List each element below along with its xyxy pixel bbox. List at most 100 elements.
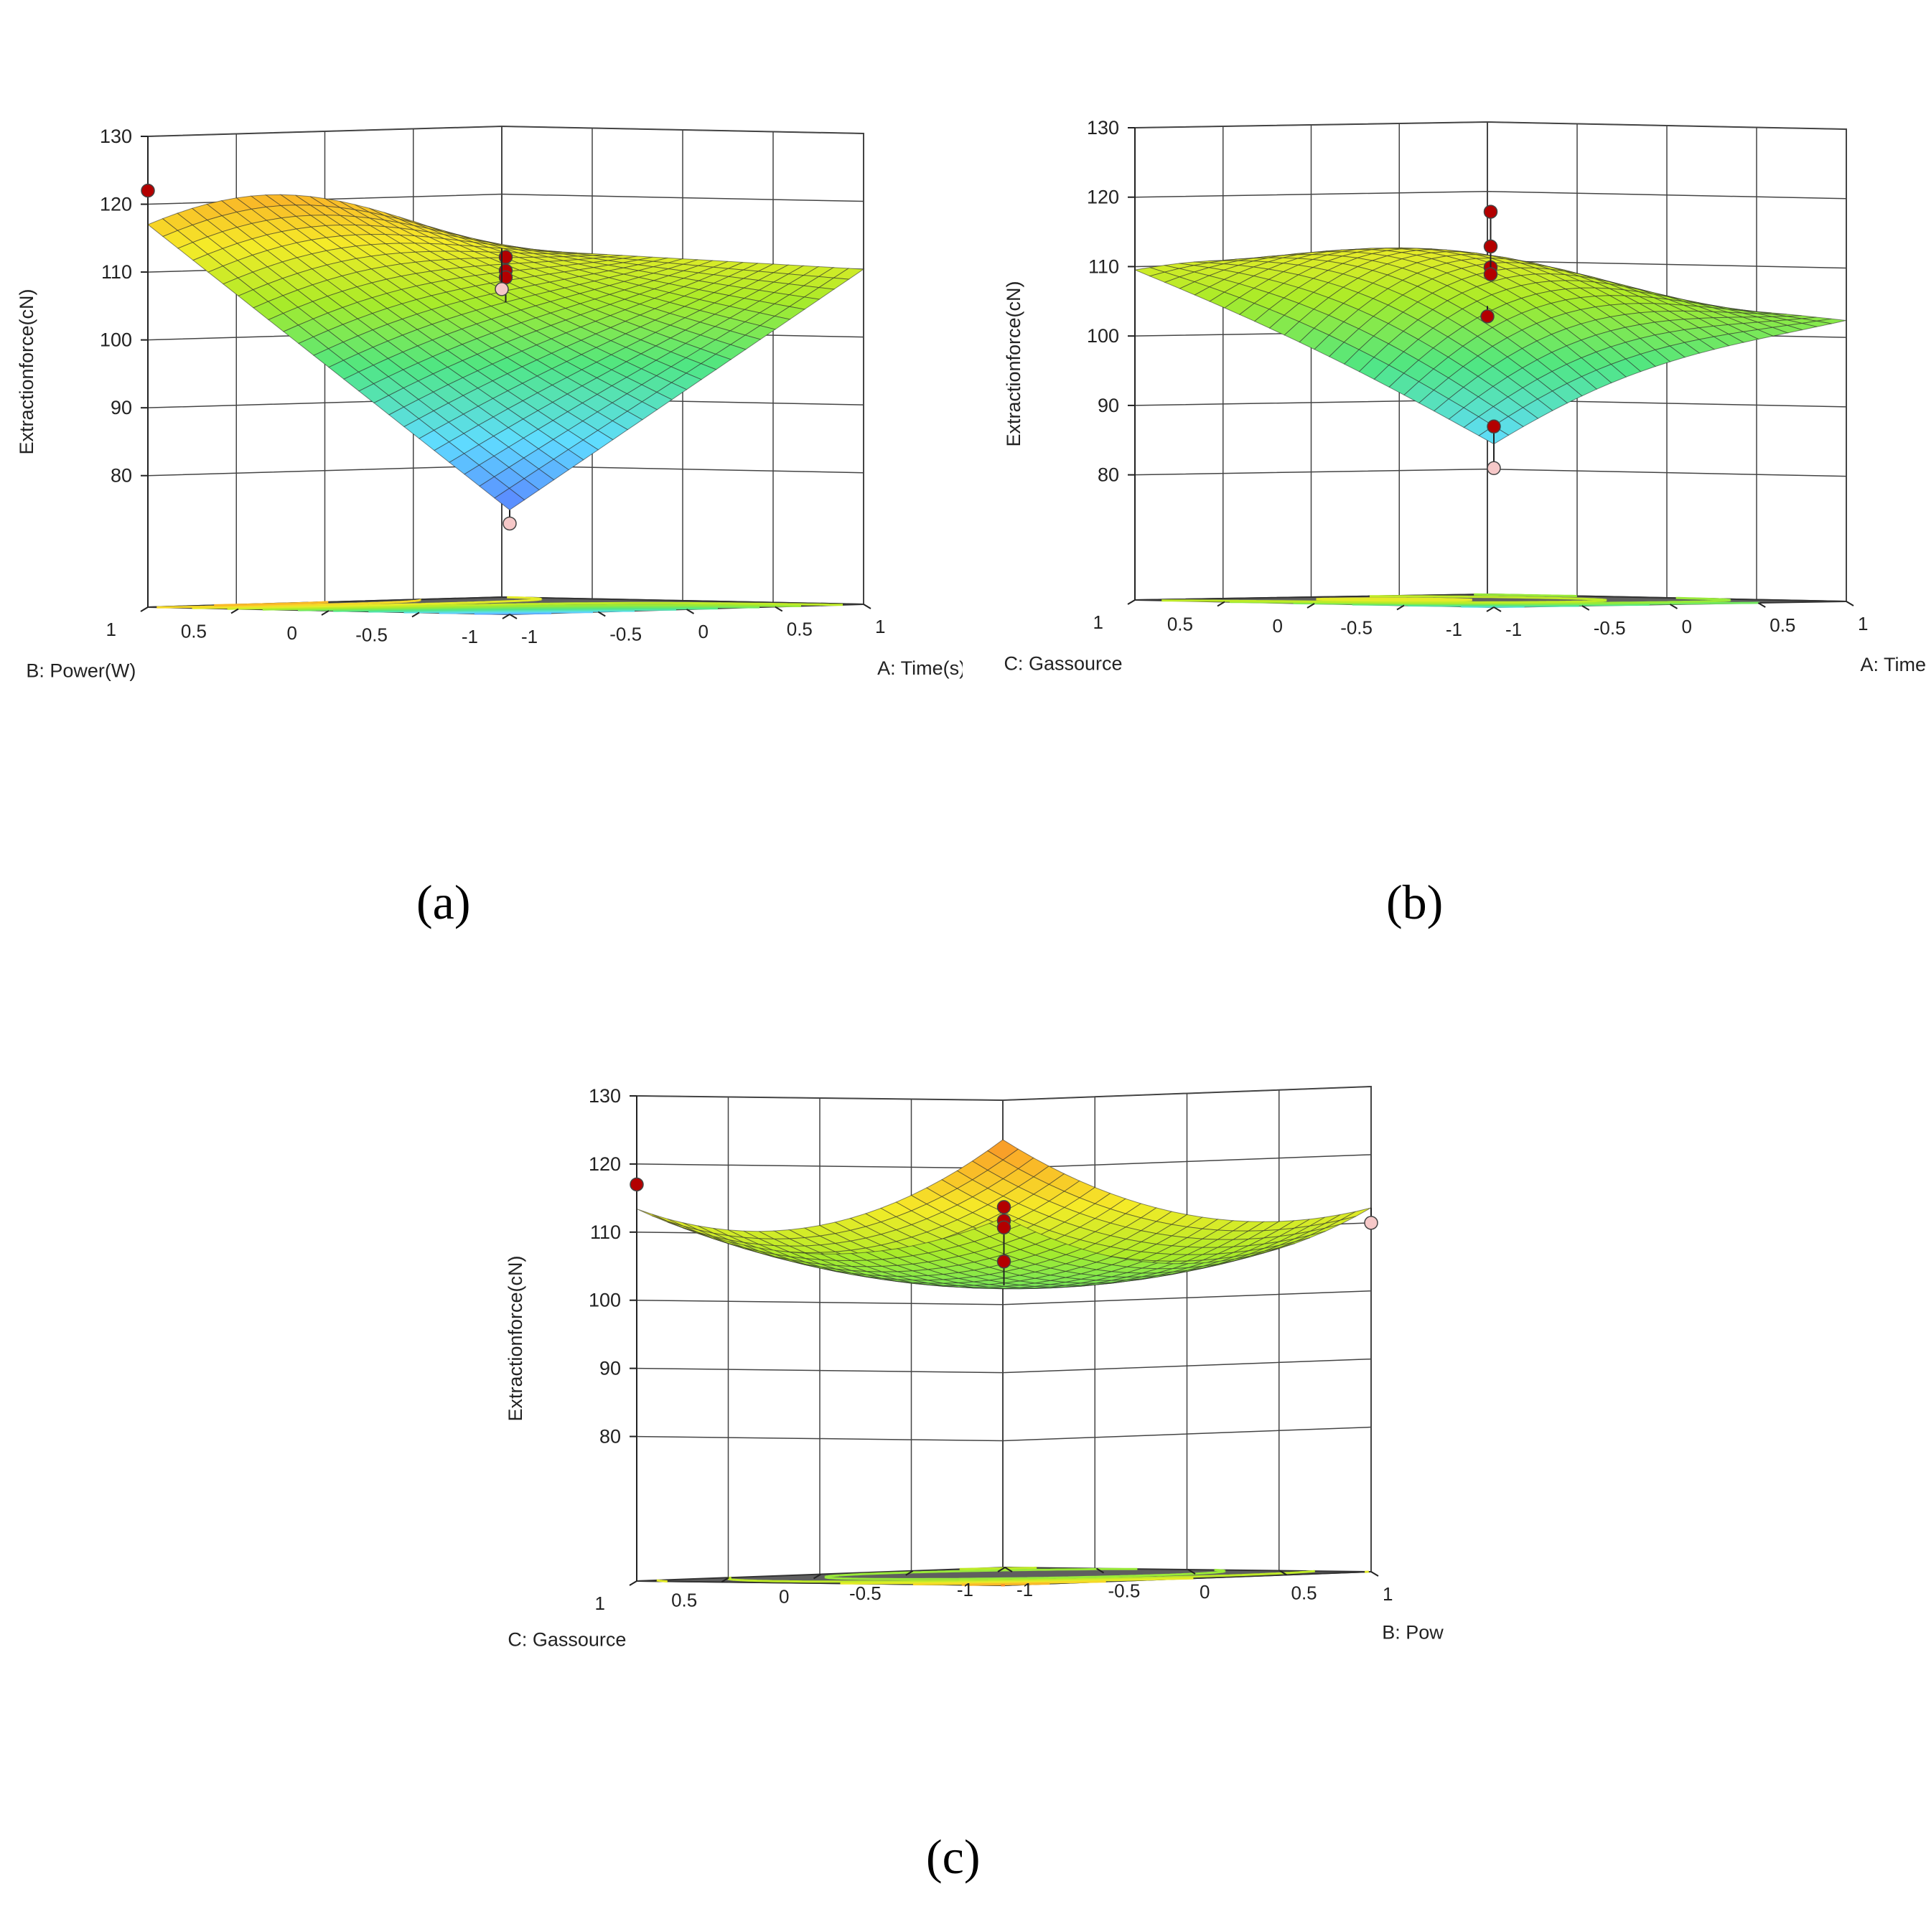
design-point <box>1480 309 1495 324</box>
contour-line <box>156 598 422 609</box>
x-tick <box>1669 604 1678 609</box>
z-axis-label: Extractionforce(cN) <box>505 1255 526 1421</box>
z-tick-label: 90 <box>1098 395 1119 416</box>
y-tick-label: 1 <box>106 619 116 640</box>
contour-line <box>961 1582 1050 1586</box>
contour-line <box>726 1567 1315 1583</box>
y-tick <box>905 1570 914 1576</box>
z-tick-label: 120 <box>1087 187 1119 208</box>
design-points <box>141 183 517 531</box>
y-tick <box>1396 604 1405 611</box>
design-point <box>996 1200 1011 1214</box>
x-tick-label: -1 <box>521 626 538 647</box>
y-tick-label: -1 <box>462 626 478 647</box>
design-point <box>1487 419 1501 434</box>
y-tick <box>411 611 420 618</box>
surface-plot-a-svg: -1 -0.5 0 0.5 1 -1 -0.5 0 0.5 1 A: Time(s) B: Power… <box>16 125 963 681</box>
y-tick <box>321 610 329 616</box>
x-tick <box>686 609 695 614</box>
wall-gridline <box>636 1290 1372 1305</box>
floor <box>147 596 864 616</box>
z-tick-label: 120 <box>100 194 132 215</box>
y-tick-label: 1 <box>1093 611 1103 633</box>
wall-gridline <box>1134 121 1847 130</box>
contour-line <box>656 1570 1369 1585</box>
x-tick-label: 1 <box>1858 613 1868 634</box>
contour-line <box>262 604 802 611</box>
design-point <box>1483 267 1498 281</box>
y-tick-label: -1 <box>957 1579 973 1600</box>
wall-gridline <box>147 126 864 137</box>
plot-area: -1 -0.5 0 0.5 1 -1 -0.5 0 0.5 1 B: Power(W) C: Gass… <box>505 1085 1444 1651</box>
design-point <box>996 1220 1011 1235</box>
y-tick <box>629 1580 637 1586</box>
x-tick-label: -0.5 <box>1108 1580 1141 1602</box>
x-tick <box>863 604 871 609</box>
z-tick-label: 80 <box>1098 464 1119 486</box>
x-tick-label: 0.5 <box>1291 1582 1317 1604</box>
z-tick-label: 130 <box>100 126 132 147</box>
contour-line <box>368 608 676 613</box>
y-tick <box>813 1573 822 1580</box>
z-tick-label: 100 <box>1087 325 1119 347</box>
design-point <box>1483 239 1498 254</box>
design-point <box>141 183 155 198</box>
design-point <box>1364 1216 1378 1230</box>
surface-plot-b-svg: -1 -0.5 0 0.5 1 -1 -0.5 0 0.5 1 A: Time(s) C: Gasso… <box>1003 117 1926 675</box>
x-tick-label: 0 <box>1682 616 1692 637</box>
y-tick-label: 0 <box>287 622 297 644</box>
design-point <box>996 1255 1011 1269</box>
plot-area: -1 -0.5 0 0.5 1 -1 -0.5 0 0.5 1 A: Time(s) B: Power… <box>16 125 963 681</box>
y-tick <box>721 1577 729 1583</box>
x-tick-label: -1 <box>1016 1579 1033 1600</box>
wall-gridline <box>636 1426 1372 1442</box>
axis-ticks: -1 -0.5 0 0.5 1 -1 -0.5 0 0.5 1 A: Time(s) B: Power… <box>16 126 963 681</box>
y-axis-label: C: Gassource <box>508 1629 626 1651</box>
z-tick-label: 80 <box>599 1426 621 1448</box>
caption-c: (c) <box>926 1829 981 1884</box>
x-tick-label: 0 <box>1200 1581 1210 1603</box>
axis-ticks: -1 -0.5 0 0.5 1 -1 -0.5 0 0.5 1 B: Power(W) C: Gass… <box>505 1085 1444 1651</box>
y-tick-label: 0 <box>779 1586 789 1608</box>
surface-mesh <box>147 194 865 511</box>
caption-a: (a) <box>416 875 471 929</box>
x-tick-label: 0.5 <box>787 619 813 640</box>
z-tick-label: 110 <box>590 1221 621 1243</box>
x-axis-label: A: Time(s) <box>1861 654 1926 675</box>
contour-line <box>912 1580 1106 1585</box>
z-tick-label: 100 <box>100 329 132 351</box>
y-tick-label: 1 <box>595 1593 605 1614</box>
x-tick <box>1095 1567 1105 1574</box>
plot-area: -1 -0.5 0 0.5 1 -1 -0.5 0 0.5 1 A: Time(s) C: Gasso… <box>1003 117 1926 675</box>
design-points <box>630 1177 1378 1285</box>
surface-cell <box>494 487 525 511</box>
caption-b: (b) <box>1386 875 1444 929</box>
x-tick <box>1278 1570 1288 1576</box>
y-tick <box>1127 599 1136 605</box>
surface-plot-c: -1 -0.5 0 0.5 1 -1 -0.5 0 0.5 1 B: Power(W) C: Gass… <box>481 976 1444 1932</box>
contour-line <box>823 1567 1227 1580</box>
x-tick <box>775 606 783 612</box>
x-axis-label: B: Power(W) <box>1382 1622 1444 1643</box>
x-tick-label: 0 <box>698 621 709 642</box>
z-axis-label: Extractionforce(cN) <box>16 289 37 454</box>
z-tick-label: 90 <box>111 397 132 418</box>
y-axis-label: B: Power(W) <box>26 660 136 681</box>
design-point <box>495 282 509 296</box>
z-tick-label: 90 <box>599 1358 621 1379</box>
contour-line <box>333 607 719 612</box>
design-point <box>1487 461 1501 476</box>
y-tick-label: 0.5 <box>1167 614 1193 635</box>
x-tick <box>1370 1571 1379 1577</box>
y-tick <box>997 1567 1006 1572</box>
x-tick-label: -0.5 <box>1594 617 1626 639</box>
surface-plot-b: -1 -0.5 0 0.5 1 -1 -0.5 0 0.5 1 A: Time(s) C: Gasso… <box>963 0 1926 933</box>
z-tick-label: 130 <box>589 1085 621 1107</box>
y-tick <box>230 608 239 614</box>
x-tick <box>1846 601 1854 606</box>
x-tick <box>597 611 606 617</box>
x-tick <box>1757 602 1766 608</box>
y-tick-label: 0.5 <box>181 621 207 642</box>
contour-line <box>214 601 329 606</box>
y-axis-label: C: Gassource <box>1004 652 1122 674</box>
